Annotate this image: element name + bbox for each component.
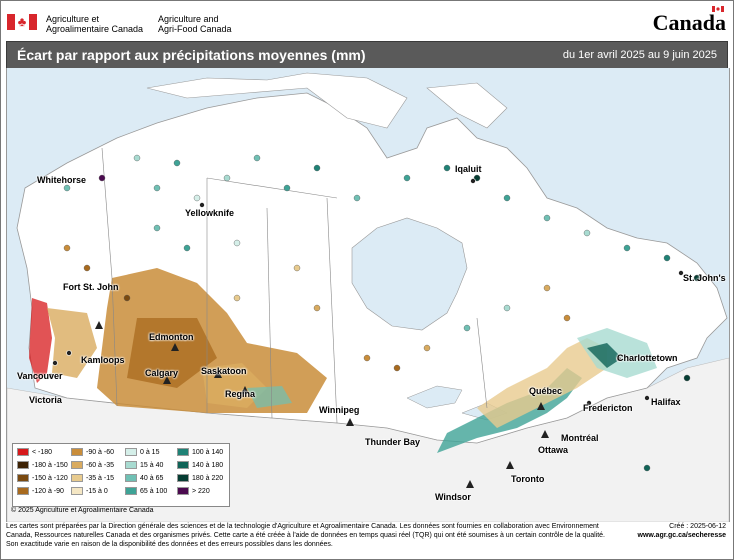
org-fr-line2: Agroalimentaire Canada bbox=[46, 24, 144, 34]
org-en-line1: Agriculture and bbox=[158, 14, 219, 24]
legend-swatch bbox=[125, 487, 137, 495]
city-label-charlottetown: Charlottetown bbox=[617, 353, 678, 363]
legend-item: 140 à 180 bbox=[177, 461, 223, 470]
precipitation-map: Whitehorse Yellowknife Iqaluit Fort St. … bbox=[6, 68, 730, 522]
legend-swatch bbox=[17, 487, 29, 495]
legend-item: 0 à 15 bbox=[125, 448, 159, 457]
legend-item: 180 à 220 bbox=[177, 474, 223, 483]
footer-url[interactable]: www.agr.gc.ca/secheresse bbox=[637, 532, 726, 539]
city-label-windsor: Windsor bbox=[435, 492, 471, 502]
city-label-vancouver: Vancouver bbox=[17, 371, 63, 381]
wordmark-text: Canada bbox=[652, 10, 726, 35]
org-name-fr: Agriculture et Agroalimentaire Canada bbox=[46, 14, 143, 34]
legend-item: 15 à 40 bbox=[125, 461, 163, 470]
footer-meta: Créé : 2025-06-12 www.agr.gc.ca/secheres… bbox=[638, 522, 726, 540]
city-label-kamloops: Kamloops bbox=[81, 355, 125, 365]
legend-item: -15 à 0 bbox=[71, 487, 108, 496]
legend-item: -35 à -15 bbox=[71, 474, 114, 483]
legend-item: -180 à -150 bbox=[17, 461, 68, 470]
city-label-montreal: Montréal bbox=[561, 433, 599, 443]
city-label-winnipeg: Winnipeg bbox=[319, 405, 360, 415]
legend-swatch bbox=[177, 487, 189, 495]
city-label-regina: Regina bbox=[225, 389, 256, 399]
org-name-en: Agriculture and Agri-Food Canada bbox=[158, 14, 232, 34]
wordmark-flag-icon bbox=[712, 6, 724, 12]
legend-swatch bbox=[17, 474, 29, 482]
copyright: © 2025 Agriculture et Agroalimentaire Ca… bbox=[11, 507, 154, 514]
legend-swatch bbox=[17, 461, 29, 469]
legend-item: 100 à 140 bbox=[177, 448, 223, 457]
city-label-victoria: Victoria bbox=[29, 395, 62, 405]
map-title-bar: Écart par rapport aux précipitations moy… bbox=[6, 41, 728, 69]
city-label-fredericton: Fredericton bbox=[583, 403, 633, 413]
legend-item: -150 à -120 bbox=[17, 474, 68, 483]
city-label-saskatoon: Saskatoon bbox=[201, 366, 247, 376]
legend-item: 65 à 100 bbox=[125, 487, 167, 496]
city-label-ottawa: Ottawa bbox=[538, 445, 569, 455]
city-label-thunder-bay: Thunder Bay bbox=[365, 437, 421, 447]
canada-wordmark: Canada bbox=[652, 6, 726, 36]
footer-disclaimer: Les cartes sont préparées par la Directi… bbox=[6, 523, 606, 548]
city-label-calgary: Calgary bbox=[145, 368, 179, 378]
city-label-iqaluit: Iqaluit bbox=[455, 164, 482, 174]
city-label-fort-st-john: Fort St. John bbox=[63, 282, 119, 292]
org-fr-line1: Agriculture et bbox=[46, 14, 100, 24]
city-label-edmonton: Edmonton bbox=[149, 332, 194, 342]
legend-item: > 220 bbox=[177, 487, 210, 496]
legend-swatch bbox=[177, 448, 189, 456]
legend-swatch bbox=[71, 448, 83, 456]
created-date: Créé : 2025-06-12 bbox=[669, 523, 726, 530]
legend-item: 40 à 65 bbox=[125, 474, 163, 483]
org-en-line2: Agri-Food Canada bbox=[158, 24, 232, 34]
legend-item: -60 à -35 bbox=[71, 461, 114, 470]
city-label-yellowknife: Yellowknife bbox=[185, 208, 235, 218]
date-range: du 1er avril 2025 au 9 juin 2025 bbox=[562, 49, 717, 61]
legend-item: -90 à -60 bbox=[71, 448, 114, 457]
legend-swatch bbox=[125, 461, 137, 469]
legend-swatch bbox=[71, 474, 83, 482]
canada-flag-icon: ♣ bbox=[7, 14, 37, 30]
city-label-halifax: Halifax bbox=[651, 397, 681, 407]
legend-swatch bbox=[125, 448, 137, 456]
map-legend: < -180 -180 à -150 -150 à -120 -120 à -9… bbox=[12, 443, 230, 507]
legend-swatch bbox=[17, 448, 29, 456]
legend-swatch bbox=[125, 474, 137, 482]
city-label-toronto: Toronto bbox=[511, 474, 545, 484]
legend-item: < -180 bbox=[17, 448, 52, 457]
city-label-whitehorse: Whitehorse bbox=[37, 175, 87, 185]
legend-swatch bbox=[71, 461, 83, 469]
legend-swatch bbox=[71, 487, 83, 495]
city-label-quebec: Québec bbox=[529, 386, 563, 396]
header: ♣ Agriculture et Agroalimentaire Canada … bbox=[0, 0, 734, 40]
legend-item: -120 à -90 bbox=[17, 487, 64, 496]
legend-swatch bbox=[177, 474, 189, 482]
legend-swatch bbox=[177, 461, 189, 469]
map-title: Écart par rapport aux précipitations moy… bbox=[17, 47, 366, 63]
city-label-st-johns: St. John's bbox=[683, 273, 726, 283]
